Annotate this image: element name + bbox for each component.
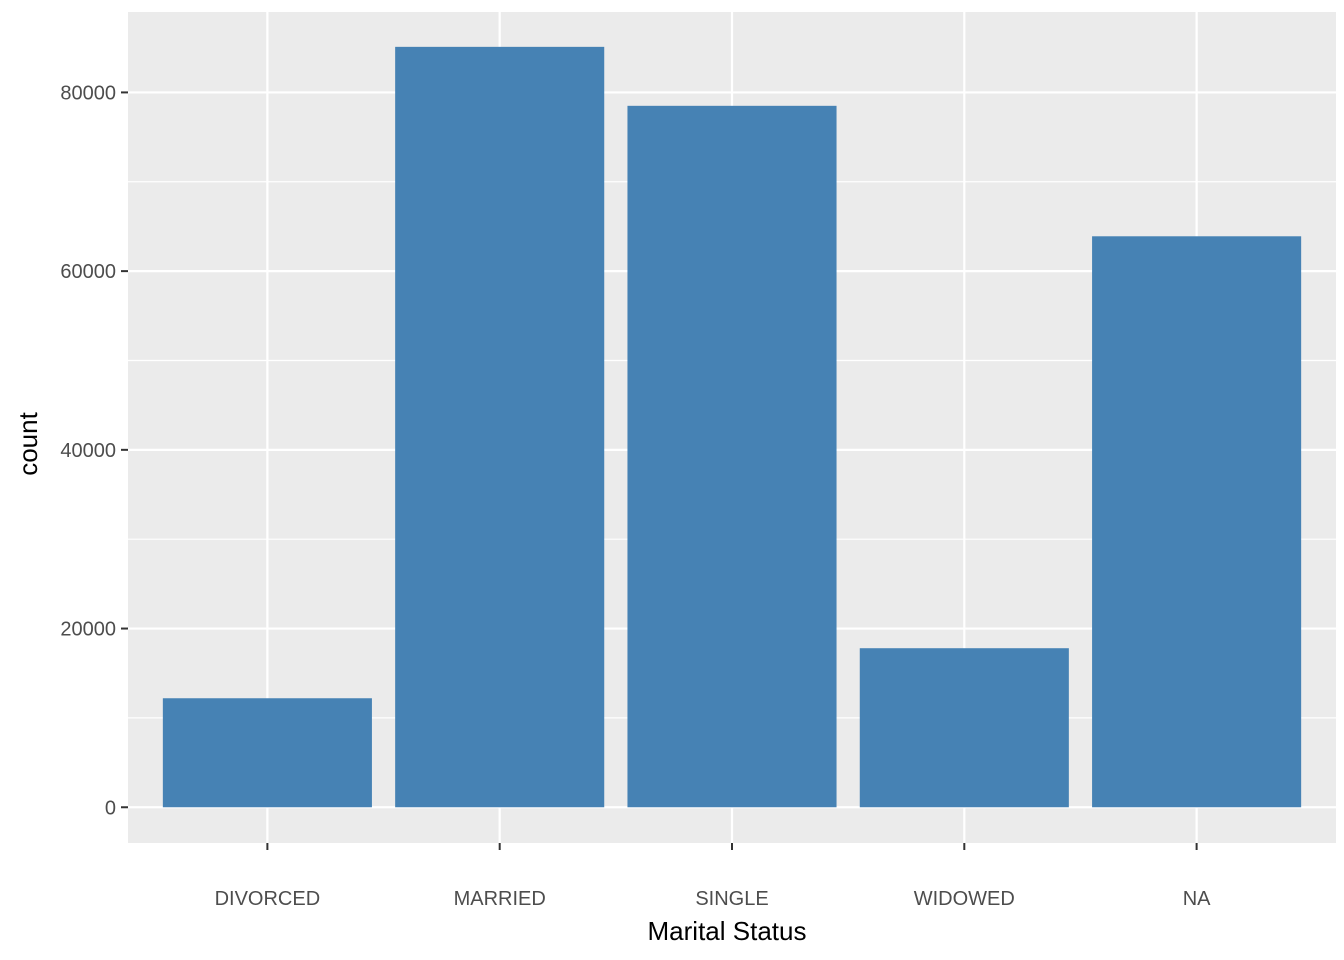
bar [627,105,837,808]
x-tick-label: WIDOWED [914,888,1015,910]
bar [162,698,372,808]
x-tick-label: MARRIED [454,888,546,910]
bar [859,648,1069,808]
y-tick-label: 40000 [60,440,116,462]
y-tick-label: 60000 [60,261,116,283]
x-axis-ticks: DIVORCED MARRIED SINGLE WIDOWED NA [215,843,1211,910]
y-tick-label: 0 [105,797,116,819]
y-tick-label: 80000 [60,82,116,104]
y-axis-ticks: 0 20000 40000 60000 80000 [60,82,128,819]
x-tick-label: SINGLE [695,888,768,910]
bar [395,46,605,808]
x-tick-label: DIVORCED [215,888,321,910]
x-tick-label: NA [1183,888,1211,910]
bar [1092,236,1302,808]
bars [162,46,1302,808]
y-axis-title: count [13,411,43,475]
x-axis-title: Marital Status [648,916,807,946]
y-tick-label: 20000 [60,619,116,641]
